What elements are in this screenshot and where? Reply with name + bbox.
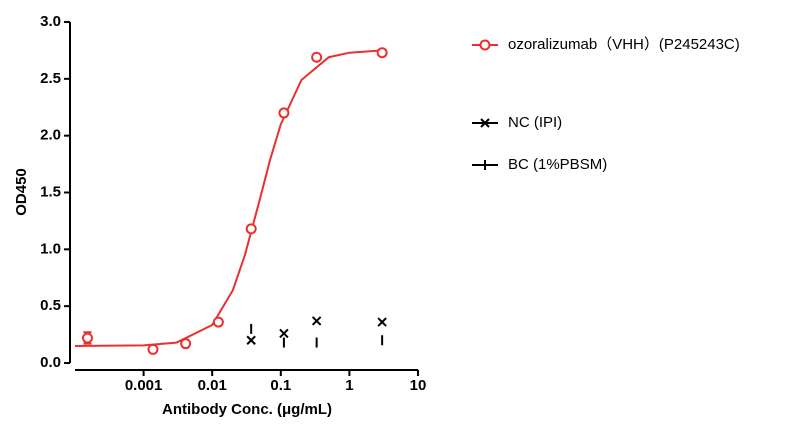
legend-marker bbox=[479, 39, 491, 51]
fit-curve bbox=[74, 49, 383, 347]
y-axis-label: OD450 bbox=[13, 168, 30, 216]
x-tick-label: 0.01 bbox=[198, 377, 227, 394]
y-tick-label: 0.0 bbox=[40, 354, 61, 371]
y-tick-label: 1.5 bbox=[40, 183, 61, 200]
data-point bbox=[279, 328, 289, 339]
data-point bbox=[376, 47, 388, 59]
legend-label: ozoralizumab（VHH）(P245243C) bbox=[508, 36, 740, 53]
legend-marker bbox=[480, 118, 490, 128]
data-point bbox=[212, 316, 224, 328]
x-tick-label: 1 bbox=[345, 377, 353, 394]
legend-label: BC (1%PBSM) bbox=[508, 156, 607, 173]
y-tick-label: 3.0 bbox=[40, 13, 61, 30]
data-point bbox=[278, 107, 290, 119]
y-tick-label: 1.0 bbox=[40, 240, 61, 257]
y-tick-label: 2.0 bbox=[40, 127, 61, 144]
data-point bbox=[246, 335, 256, 345]
x-tick-label: 10 bbox=[410, 377, 427, 394]
legend-label: NC (IPI) bbox=[508, 114, 562, 131]
y-tick-label: 2.5 bbox=[40, 70, 61, 87]
data-point bbox=[377, 317, 387, 327]
x-tick-label: 0.1 bbox=[270, 377, 291, 394]
data-point bbox=[180, 338, 192, 350]
x-tick-label: 0.001 bbox=[125, 377, 163, 394]
data-point bbox=[311, 51, 323, 63]
data-point bbox=[81, 332, 93, 344]
data-point bbox=[311, 316, 322, 326]
x-axis-label: Antibody Conc. (μg/mL) bbox=[162, 401, 332, 418]
y-tick-label: 0.5 bbox=[40, 297, 61, 314]
data-point bbox=[147, 343, 159, 355]
data-point bbox=[245, 223, 257, 235]
